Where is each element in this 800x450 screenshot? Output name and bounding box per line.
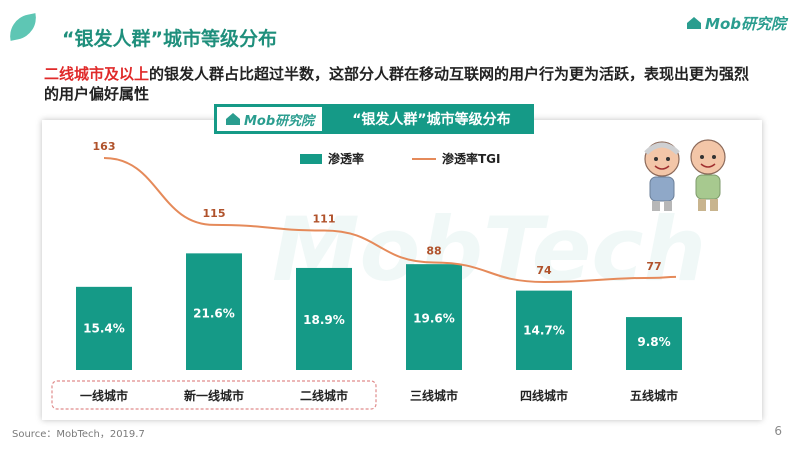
bar-value-label: 15.4% <box>83 322 125 336</box>
bar-value-label: 14.7% <box>523 323 565 337</box>
line-value-label: 77 <box>646 260 661 273</box>
house-icon <box>226 113 240 125</box>
senior-couple-illustration <box>644 139 726 211</box>
tgi-line <box>103 157 677 284</box>
subtitle: 二线城市及以上的银发人群占比超过半数，这部分人群在移动互联网的用户行为更为活跃，… <box>44 64 764 104</box>
chart-card: MobTech 渗透率 渗透率TGI 15.4% 21.6% 18.9% 19.6% 14… <box>42 120 762 420</box>
chart-title-ribbon: Mob研究院 “银发人群”城市等级分布 <box>214 104 534 134</box>
bar-value-label: 19.6% <box>413 311 455 325</box>
bar <box>76 286 132 370</box>
ribbon-brand: Mob研究院 <box>217 107 323 131</box>
line-value-label: 88 <box>426 244 441 257</box>
x-axis: 一线城市 新一线城市 二线城市 三线城市 四线城市 五线城市 <box>51 380 678 410</box>
x-tick-label: 新一线城市 <box>184 388 244 403</box>
brand-logo: Mob研究院 <box>686 12 786 34</box>
leaf-logo-icon <box>6 13 40 41</box>
x-tick-label: 四线城市 <box>520 388 568 403</box>
line-series: 163 115 111 88 74 77 <box>93 140 677 284</box>
bar-value-label: 21.6% <box>193 307 235 321</box>
brand-name: Mob研究院 <box>705 14 786 33</box>
bar <box>406 264 462 370</box>
line-value-label: 74 <box>536 264 552 277</box>
bar <box>516 290 572 370</box>
x-tick-label: 五线城市 <box>630 388 678 403</box>
bar <box>626 317 682 370</box>
bar-line-chart: MobTech 渗透率 渗透率TGI 15.4%21.6% 18.9% 19.6%14… <box>51 140 706 410</box>
x-tick-label: 三线城市 <box>410 388 458 403</box>
bar-value-label: 18.9% <box>303 313 345 327</box>
bar-series: 15.4% 21.6% 18.9% 19.6% 14.7% 9.8% <box>76 253 682 370</box>
legend-swatch-bar <box>300 154 322 164</box>
subtitle-highlight: 二线城市及以上 <box>44 65 150 83</box>
source-note: Source：MobTech，2019.7 <box>12 429 145 440</box>
x-tick-label: 二线城市 <box>300 388 348 403</box>
page-title: “银发人群”城市等级分布 <box>62 28 277 50</box>
highlight-box <box>51 380 377 410</box>
ribbon-brand-name: Mob研究院 <box>244 113 315 129</box>
x-tick-label: 一线城市 <box>80 388 128 403</box>
legend-label-line: 渗透率TGI <box>442 151 501 166</box>
bar-value-label: 9.8% <box>637 335 670 349</box>
chart-legend: 渗透率 渗透率TGI <box>300 151 501 166</box>
legend-label-bar: 渗透率 <box>328 151 364 166</box>
page-number: 6 <box>774 424 782 438</box>
line-value-label: 111 <box>313 212 336 225</box>
line-value-label: 163 <box>93 140 116 153</box>
chart-title: “银发人群”城市等级分布 <box>352 112 511 128</box>
subtitle-text: 的银发人群占比超过半数，这部分人群在移动互联网的用户行为更为活跃，表现出更为强烈… <box>44 65 750 103</box>
bar <box>186 253 242 370</box>
house-icon <box>687 17 702 29</box>
bar <box>296 267 352 370</box>
line-value-label: 115 <box>203 207 226 220</box>
